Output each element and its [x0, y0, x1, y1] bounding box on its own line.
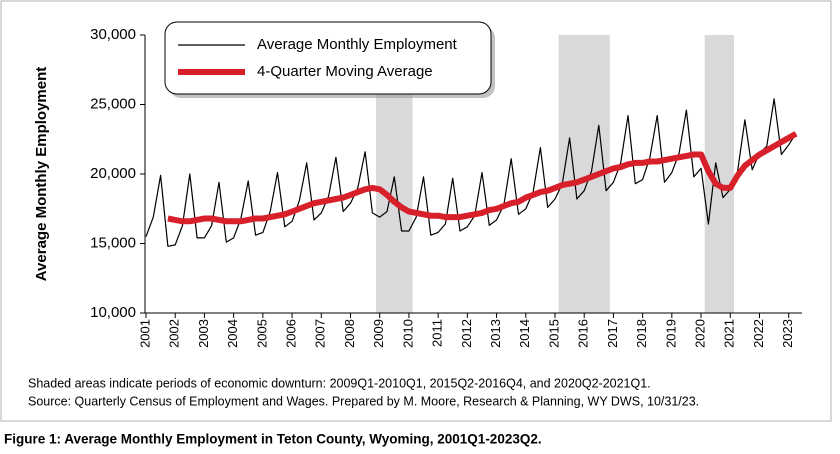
x-tick-label: 2007	[313, 319, 328, 348]
y-tick-label: 25,000	[90, 95, 136, 112]
x-tick-label: 2022	[751, 319, 766, 348]
x-tick-label: 2006	[284, 319, 299, 348]
x-tick-label: 2005	[254, 319, 269, 348]
y-tick-label: 10,000	[90, 304, 136, 321]
y-tick-label: 20,000	[90, 165, 136, 182]
series-line	[145, 98, 797, 247]
y-tick-label: 15,000	[90, 234, 136, 251]
x-tick-label: 2002	[167, 319, 182, 348]
x-tick-label: 2003	[196, 319, 211, 348]
series-line	[167, 131, 798, 225]
x-tick-label: 2011	[430, 319, 445, 347]
x-tick-label: 2020	[692, 319, 707, 348]
y-tick-label: 30,000	[90, 26, 136, 43]
x-tick-label: 2017	[605, 319, 620, 348]
legend-box	[164, 21, 492, 95]
x-tick-label: 2015	[546, 319, 561, 348]
x-tick-label: 2001	[137, 319, 152, 348]
x-tick-label: 2021	[722, 319, 737, 348]
y-axis-label: Average Monthly Employment	[33, 67, 50, 281]
x-tick-label: 2009	[371, 319, 386, 348]
x-tick-label: 2012	[459, 319, 474, 348]
legend-label: 4-Quarter Moving Average	[257, 63, 433, 80]
x-tick-label: 2013	[488, 319, 503, 348]
x-tick-label: 2018	[634, 319, 649, 348]
x-tick-label: 2010	[400, 319, 415, 348]
x-tick-label: 2014	[517, 319, 532, 348]
caption: Figure 1: Average Monthly Employment in …	[4, 432, 542, 447]
x-tick-label: 2019	[663, 319, 678, 348]
x-tick-label: 2004	[225, 319, 240, 348]
note: Source: Quarterly Census of Employment a…	[28, 394, 699, 408]
x-tick-label: 2008	[342, 319, 357, 348]
x-tick-label: 2023	[780, 319, 795, 348]
x-tick-label: 2016	[576, 319, 591, 348]
note: Shaded areas indicate periods of economi…	[28, 376, 651, 390]
legend-label: Average Monthly Employment	[257, 36, 458, 53]
